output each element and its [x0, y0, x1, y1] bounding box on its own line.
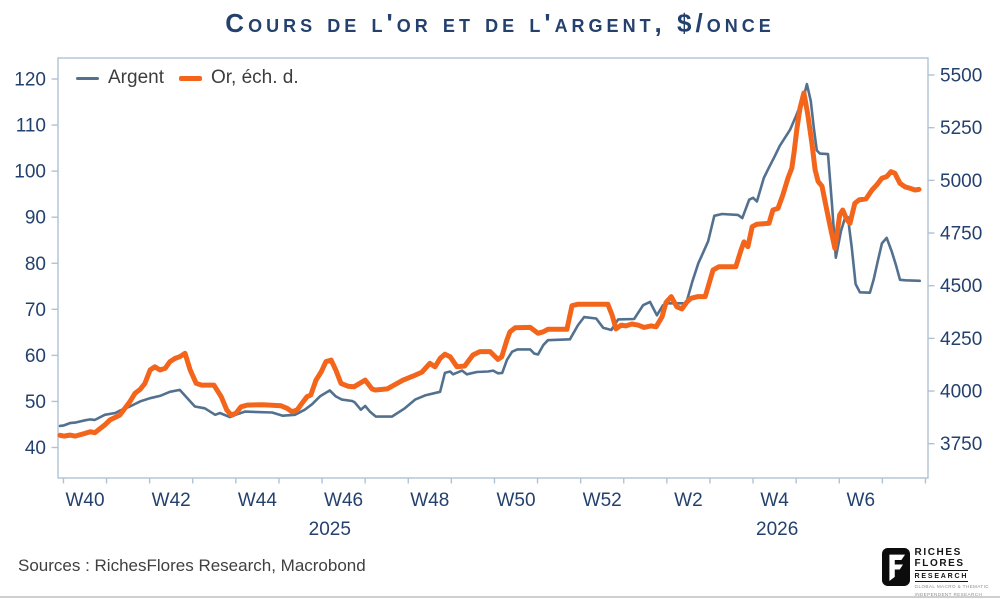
- svg-text:90: 90: [25, 208, 46, 229]
- svg-text:W4: W4: [760, 490, 789, 511]
- legend: Argent Or, éch. d.: [76, 67, 299, 89]
- legend-item-argent: Argent: [76, 67, 164, 89]
- svg-text:4500: 4500: [940, 276, 982, 297]
- svg-text:5000: 5000: [940, 171, 982, 192]
- svg-text:5250: 5250: [940, 118, 982, 139]
- svg-text:W52: W52: [583, 490, 622, 511]
- richesflores-logo: RICHES FLORES RESEARCH GLOBAL MACRO & TH…: [881, 547, 989, 597]
- right-axis-gold: 5500 5250 5000 4750 4500 4250 4000 3750: [928, 66, 982, 455]
- svg-text:50: 50: [25, 392, 46, 413]
- svg-text:70: 70: [25, 300, 46, 321]
- svg-text:W42: W42: [152, 490, 191, 511]
- svg-text:4000: 4000: [940, 382, 982, 403]
- logo-research-line: RESEARCH: [914, 570, 969, 582]
- bottom-divider: [0, 596, 1000, 598]
- svg-text:2026: 2026: [756, 519, 798, 540]
- svg-text:W2: W2: [674, 490, 703, 511]
- svg-text:5500: 5500: [940, 66, 982, 87]
- legend-item-or: Or, éch. d.: [178, 67, 299, 89]
- plot-frame: [57, 57, 929, 479]
- series-lines: [57, 82, 922, 439]
- legend-label-argent: Argent: [108, 67, 164, 88]
- source-text: Sources : RichesFlores Research, Macrobo…: [18, 556, 366, 575]
- logo-text-block: RICHES FLORES RESEARCH GLOBAL MACRO & TH…: [914, 547, 989, 597]
- argent-line-swatch-icon: [76, 76, 99, 80]
- svg-text:120: 120: [14, 70, 46, 91]
- svg-text:W46: W46: [324, 490, 363, 511]
- left-axis-silver: 120 110 100 90 80 70 60 50 40: [14, 70, 58, 459]
- svg-text:W40: W40: [65, 490, 104, 511]
- svg-text:80: 80: [25, 254, 46, 275]
- svg-text:100: 100: [14, 162, 46, 183]
- svg-text:60: 60: [25, 346, 46, 367]
- svg-text:40: 40: [25, 438, 46, 459]
- svg-text:4750: 4750: [940, 224, 982, 245]
- logo-f-icon: [881, 548, 910, 586]
- logo-tagline: GLOBAL MACRO & THEMATIC: [914, 584, 989, 589]
- legend-label-or: Or, éch. d.: [210, 67, 299, 88]
- x-axis-weeks: W40 W42 W44 W46 W48 W50 W52 W2 W4 W6 2025 2026: [62, 478, 927, 540]
- svg-text:W6: W6: [847, 490, 876, 511]
- svg-text:110: 110: [16, 116, 46, 137]
- chart-title: Cours de l'or et de l'argent, $/once: [225, 8, 775, 38]
- logo-tagline: INDEPENDENT RESEARCH: [914, 591, 983, 597]
- logo-name-line: FLORES: [914, 557, 965, 569]
- or-line-swatch-icon: [178, 75, 202, 81]
- svg-text:4250: 4250: [940, 329, 982, 350]
- svg-text:W44: W44: [238, 490, 278, 511]
- svg-text:2025: 2025: [309, 519, 351, 540]
- svg-text:3750: 3750: [940, 434, 982, 455]
- svg-text:W48: W48: [410, 490, 449, 511]
- svg-text:W50: W50: [496, 490, 535, 511]
- logo-name-line: RICHES: [914, 547, 962, 558]
